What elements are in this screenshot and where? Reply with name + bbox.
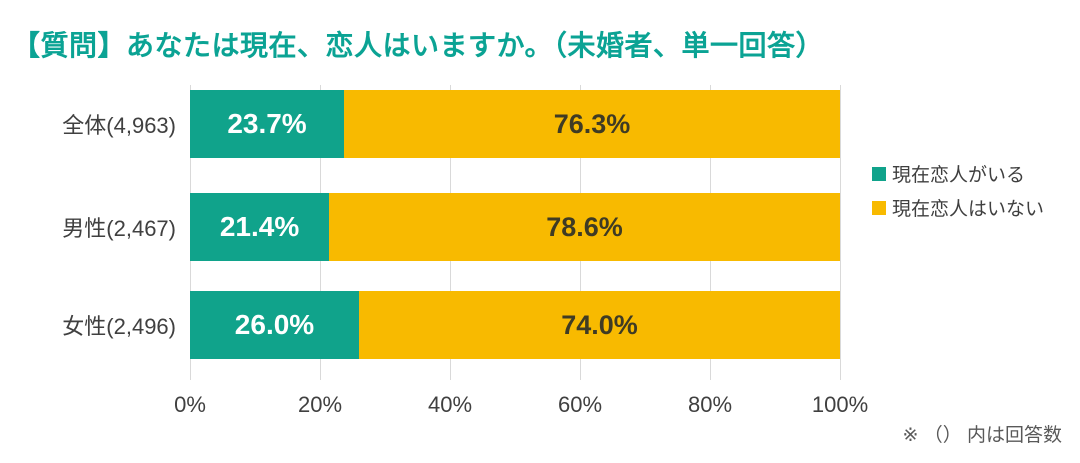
legend-item-has-partner: 現在恋人がいる	[872, 160, 1044, 187]
x-tick-label: 20%	[297, 392, 343, 417]
x-axis: 0% 20% 40% 60% 80% 100%	[0, 392, 1080, 422]
category-label-male: 男性(2,467)	[62, 216, 176, 241]
segment-value-label: 74.0%	[561, 309, 638, 340]
segment-has-partner: 26.0%	[190, 291, 359, 359]
segment-has-partner: 23.7%	[190, 90, 345, 158]
segment-value-label: 23.7%	[227, 108, 307, 139]
category-label-total: 全体(4,963)	[62, 113, 176, 138]
segment-no-partner: 74.0%	[359, 291, 840, 359]
bar-row-female: 26.0% 74.0%	[190, 291, 840, 359]
segment-has-partner: 21.4%	[190, 193, 330, 261]
gridline-100pct	[840, 85, 841, 380]
x-tick-label: 100%	[811, 392, 869, 417]
legend-label: 現在恋人がいる	[892, 165, 1026, 186]
legend-swatch-gold-icon	[872, 200, 886, 215]
x-tick-label: 80%	[687, 392, 733, 417]
x-tick-label: 0%	[174, 392, 206, 417]
segment-value-label: 78.6%	[546, 211, 623, 242]
category-label-female: 女性(2,496)	[62, 314, 176, 339]
plot-area: 23.7% 76.3% 21.4% 78.6% 26.0% 74.0%	[190, 85, 841, 380]
legend-label: 現在恋人はいない	[892, 199, 1045, 220]
bar-row-male: 21.4% 78.6%	[190, 193, 840, 261]
legend-swatch-teal-icon	[872, 166, 886, 181]
segment-value-label: 76.3%	[553, 108, 631, 139]
page-title: 【質問】あなたは現在、恋人はいますか。（未婚者、単一回答）	[12, 30, 824, 61]
x-tick-label: 60%	[557, 392, 603, 417]
x-tick-label: 40%	[427, 392, 473, 417]
segment-value-label: 21.4%	[219, 211, 300, 242]
bar-row-total: 23.7% 76.3%	[190, 90, 840, 158]
segment-no-partner: 76.3%	[344, 90, 840, 158]
segment-value-label: 26.0%	[234, 309, 315, 340]
segment-no-partner: 78.6%	[329, 193, 840, 261]
legend: 現在恋人がいる 現在恋人はいない	[872, 160, 1044, 221]
legend-item-no-partner: 現在恋人はいない	[872, 194, 1044, 221]
footnote: ※ （） 内は回答数	[902, 425, 1062, 446]
